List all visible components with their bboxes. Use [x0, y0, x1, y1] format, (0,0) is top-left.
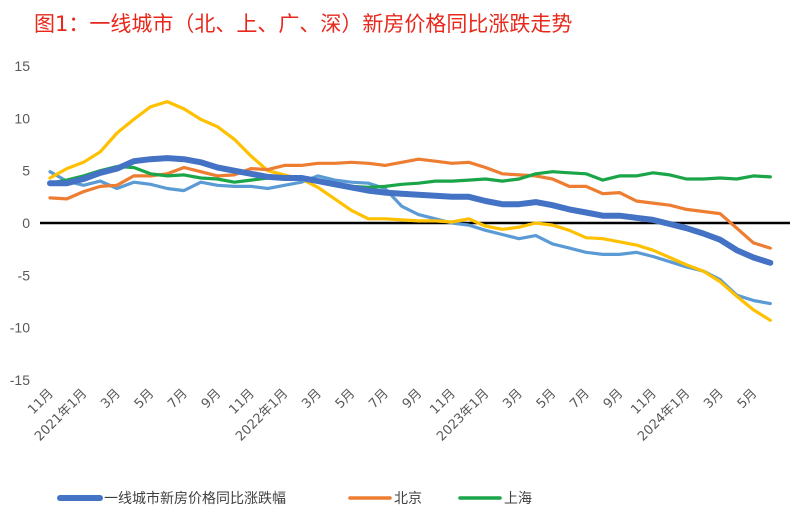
- series-line-guangzhou: [48, 99, 772, 322]
- x-tick-label: 9月: [601, 386, 627, 412]
- x-tick-label: 9月: [400, 386, 426, 412]
- chart-title: 图1：一线城市（北、上、广、深）新房价格同比涨跌走势: [34, 12, 573, 36]
- legend: 一线城市新房价格同比涨跌幅 北京 上海: [57, 490, 532, 507]
- x-tick-label: 3月: [299, 386, 325, 412]
- x-tick-label: 3月: [701, 386, 727, 412]
- series-line-shanghai: [48, 164, 772, 189]
- series-line-composite: [47, 155, 774, 266]
- y-tick-label: -5: [18, 267, 31, 283]
- y-axis: 15 10 5 0 -5 -10 -15: [10, 58, 30, 388]
- y-tick-label: 10: [14, 110, 30, 126]
- x-tick-label: 9月: [199, 386, 225, 412]
- x-tick-label: 7月: [366, 386, 392, 412]
- x-tick-label: 3月: [98, 386, 124, 412]
- y-tick-label: 5: [22, 163, 30, 179]
- series-layer: [47, 99, 774, 322]
- x-tick-label: 7月: [165, 386, 191, 412]
- y-tick-label: -15: [10, 372, 30, 388]
- series-line-beijing: [48, 157, 772, 250]
- legend-label-shanghai: 上海: [504, 491, 532, 507]
- x-tick-label: 5月: [333, 386, 359, 412]
- y-tick-label: 0: [22, 215, 30, 231]
- x-tick-label: 5月: [735, 386, 761, 412]
- x-tick-label: 5月: [534, 386, 560, 412]
- series-line-shenzhen: [48, 170, 772, 306]
- y-tick-label: 15: [14, 58, 30, 74]
- legend-label-composite: 一线城市新房价格同比涨跌幅: [104, 490, 286, 507]
- x-tick-label: 3月: [500, 386, 526, 412]
- legend-label-beijing: 北京: [394, 491, 422, 507]
- x-tick-label: 5月: [132, 386, 158, 412]
- x-tick-label: 7月: [567, 386, 593, 412]
- y-tick-label: -10: [10, 320, 30, 336]
